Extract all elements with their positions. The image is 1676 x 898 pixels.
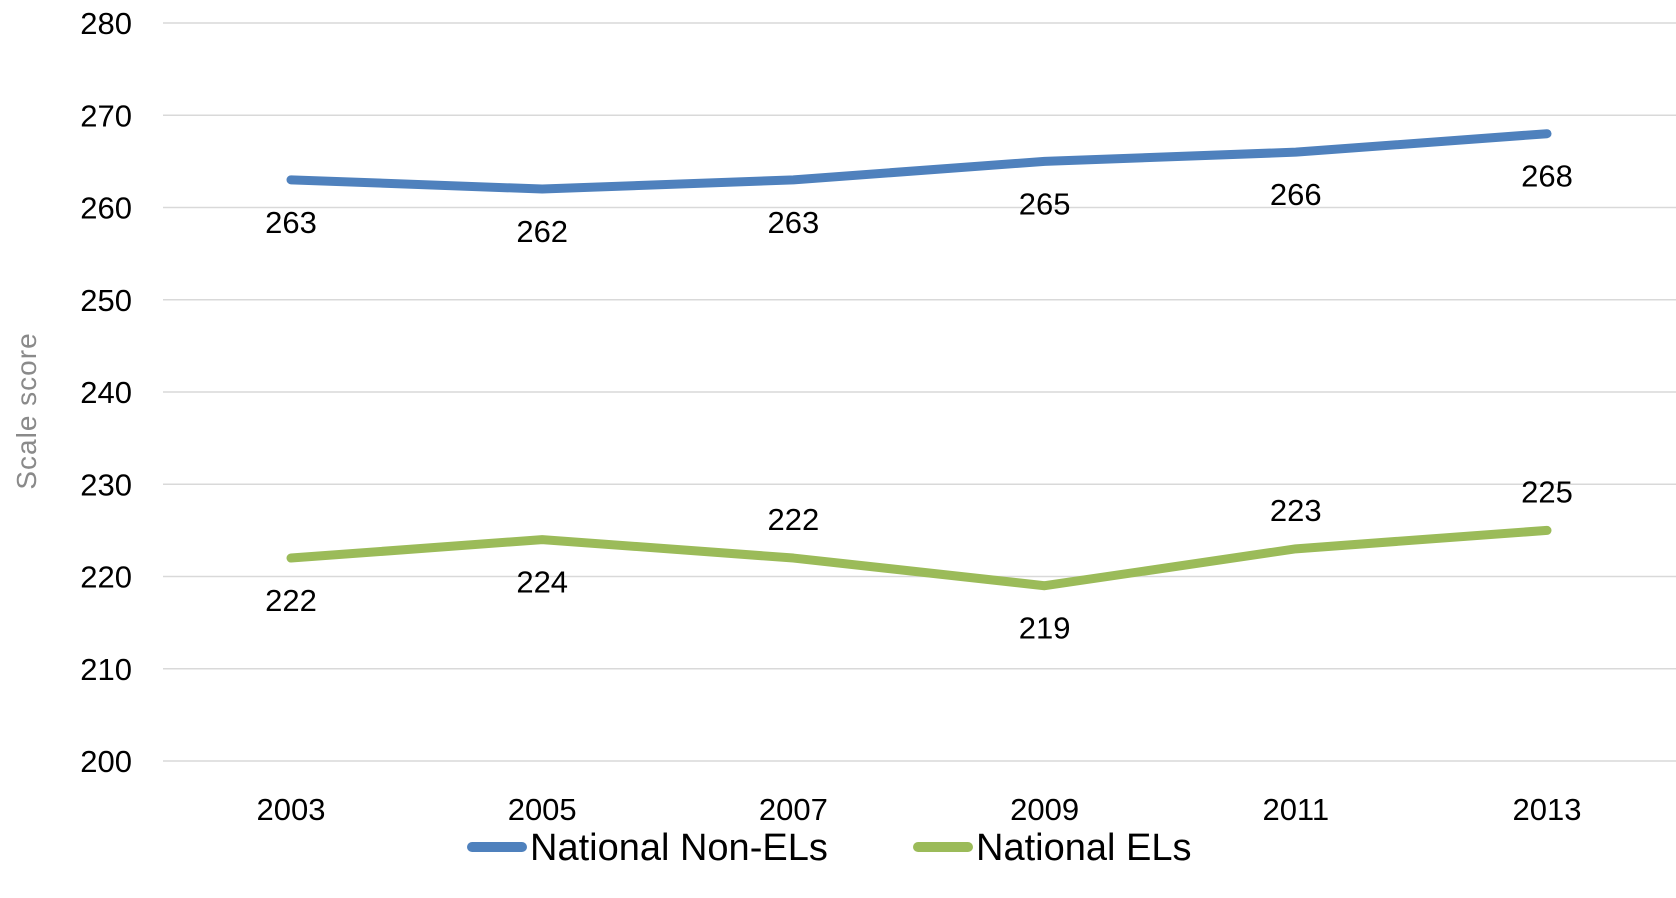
x-tick-label: 2013 <box>1513 792 1582 827</box>
data-label: 263 <box>265 205 317 240</box>
data-label: 263 <box>768 205 820 240</box>
data-label: 265 <box>1019 186 1071 221</box>
y-tick-label: 250 <box>80 283 132 318</box>
data-label: 219 <box>1019 611 1071 646</box>
data-point <box>541 188 543 190</box>
data-point <box>1044 160 1046 162</box>
data-point <box>290 179 292 181</box>
x-tick-label: 2011 <box>1262 792 1329 827</box>
data-label: 222 <box>265 583 317 618</box>
x-tick-label: 2009 <box>1010 792 1079 827</box>
data-labels: 263 262 263 265 266 268 222 224 222 219 223 225 <box>265 159 1573 646</box>
legend-label: National ELs <box>976 827 1191 869</box>
y-tick-label: 260 <box>80 191 132 226</box>
data-point <box>290 557 292 559</box>
y-tick-label: 280 <box>80 6 132 41</box>
x-tick-label: 2007 <box>759 792 828 827</box>
legend-label: National Non-ELs <box>530 827 828 869</box>
x-tick-label: 2003 <box>257 792 326 827</box>
data-label: 262 <box>516 214 568 249</box>
series-lines <box>286 129 1552 591</box>
legend: National Non-ELs National ELs <box>467 827 1191 869</box>
y-tick-label: 230 <box>80 467 132 502</box>
y-axis-title: Scale score <box>11 332 42 489</box>
data-label: 222 <box>768 502 820 537</box>
data-point <box>792 557 794 559</box>
y-tick-label: 270 <box>80 98 132 133</box>
y-tick-label: 200 <box>80 744 132 779</box>
y-tick-label: 240 <box>80 375 132 410</box>
x-tick-label: 2005 <box>508 792 577 827</box>
y-tick-label: 220 <box>80 560 132 595</box>
series-line-2 <box>286 525 1552 591</box>
data-label: 268 <box>1521 159 1573 194</box>
data-point <box>541 539 543 541</box>
data-point <box>1546 133 1548 135</box>
data-point <box>1295 548 1297 550</box>
data-label: 266 <box>1270 177 1322 212</box>
y-axis-tick-labels: 200 210 220 230 240 250 260 270 280 <box>80 6 132 779</box>
data-point <box>1044 585 1046 587</box>
gridlines <box>163 22 1676 762</box>
series-line-1 <box>286 129 1552 194</box>
data-point <box>1295 151 1297 153</box>
data-point <box>1546 529 1548 531</box>
data-label: 224 <box>516 565 568 600</box>
data-label: 225 <box>1521 474 1573 509</box>
data-label: 223 <box>1270 493 1322 528</box>
y-tick-label: 210 <box>80 652 132 687</box>
data-point <box>792 179 794 181</box>
x-axis-tick-labels: 2003 2005 2007 2009 2011 2013 <box>257 792 1582 827</box>
